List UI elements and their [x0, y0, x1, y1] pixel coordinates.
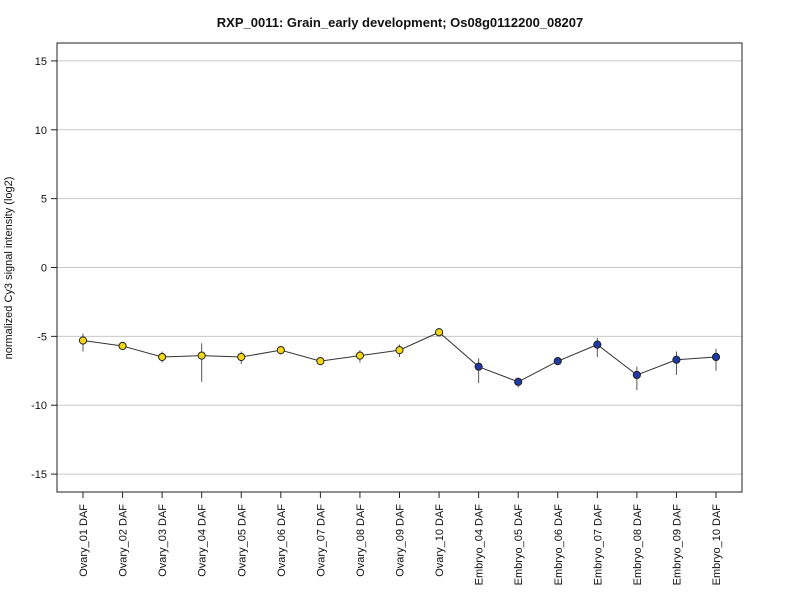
x-axis: Ovary_01 DAF Ovary_02 DAF Ovary_03 DAF Ovar… [78, 492, 723, 585]
x-tick-label: Embryo_08 DAF [632, 504, 644, 586]
data-point [276, 346, 285, 355]
data-point [197, 351, 206, 360]
data-point [593, 340, 602, 349]
y-tick-label: 10 [35, 125, 47, 137]
x-tick-label: Ovary_03 DAF [157, 504, 169, 577]
y-tick-label: 5 [41, 194, 47, 206]
data-point [514, 377, 523, 386]
x-tick-label: Embryo_10 DAF [711, 504, 723, 586]
y-tick-label: 15 [35, 56, 47, 68]
data-point [158, 352, 167, 362]
y-axis: 15 10 5 0 -5 -10 -15 [31, 56, 57, 481]
data-point [118, 341, 127, 351]
x-tick-label: Embryo_04 DAF [474, 504, 486, 586]
x-tick-label: Embryo_07 DAF [592, 504, 604, 586]
x-tick-label: Ovary_02 DAF [118, 504, 130, 577]
gridlines [57, 60, 742, 475]
data-point [474, 362, 483, 371]
y-tick-label: -10 [31, 400, 47, 412]
x-tick-label: Embryo_06 DAF [553, 504, 565, 586]
data-point [395, 346, 404, 355]
plot-frame [56, 42, 743, 493]
data-point [78, 336, 88, 345]
y-tick-label: -15 [31, 469, 47, 481]
x-tick-label: Ovary_01 DAF [78, 504, 90, 577]
data-point [553, 357, 562, 366]
x-tick-label: Ovary_07 DAF [315, 504, 327, 577]
chart-title: RXP_0011: Grain_early development; Os08g… [217, 15, 583, 30]
x-tick-label: Ovary_05 DAF [236, 504, 248, 577]
data-point [237, 352, 246, 362]
x-tick-label: Ovary_06 DAF [276, 504, 288, 577]
data-points [78, 328, 721, 386]
data-point [434, 328, 444, 337]
data-point [672, 355, 681, 364]
x-tick-label: Ovary_09 DAF [395, 504, 407, 577]
y-axis-label: normalized Cy3 signal intensity (log2) [3, 177, 15, 360]
data-point [711, 352, 721, 362]
x-tick-label: Ovary_08 DAF [355, 504, 367, 577]
data-point [316, 357, 325, 366]
x-tick-label: Ovary_04 DAF [197, 504, 209, 577]
x-tick-label: Embryo_05 DAF [513, 504, 525, 586]
y-tick-label: -5 [37, 331, 47, 343]
data-point [355, 351, 365, 360]
data-point [632, 370, 641, 380]
x-tick-label: Ovary_10 DAF [434, 504, 446, 577]
x-tick-label: Embryo_09 DAF [671, 504, 683, 586]
y-tick-label: 0 [41, 263, 47, 275]
error-bars [82, 328, 717, 391]
